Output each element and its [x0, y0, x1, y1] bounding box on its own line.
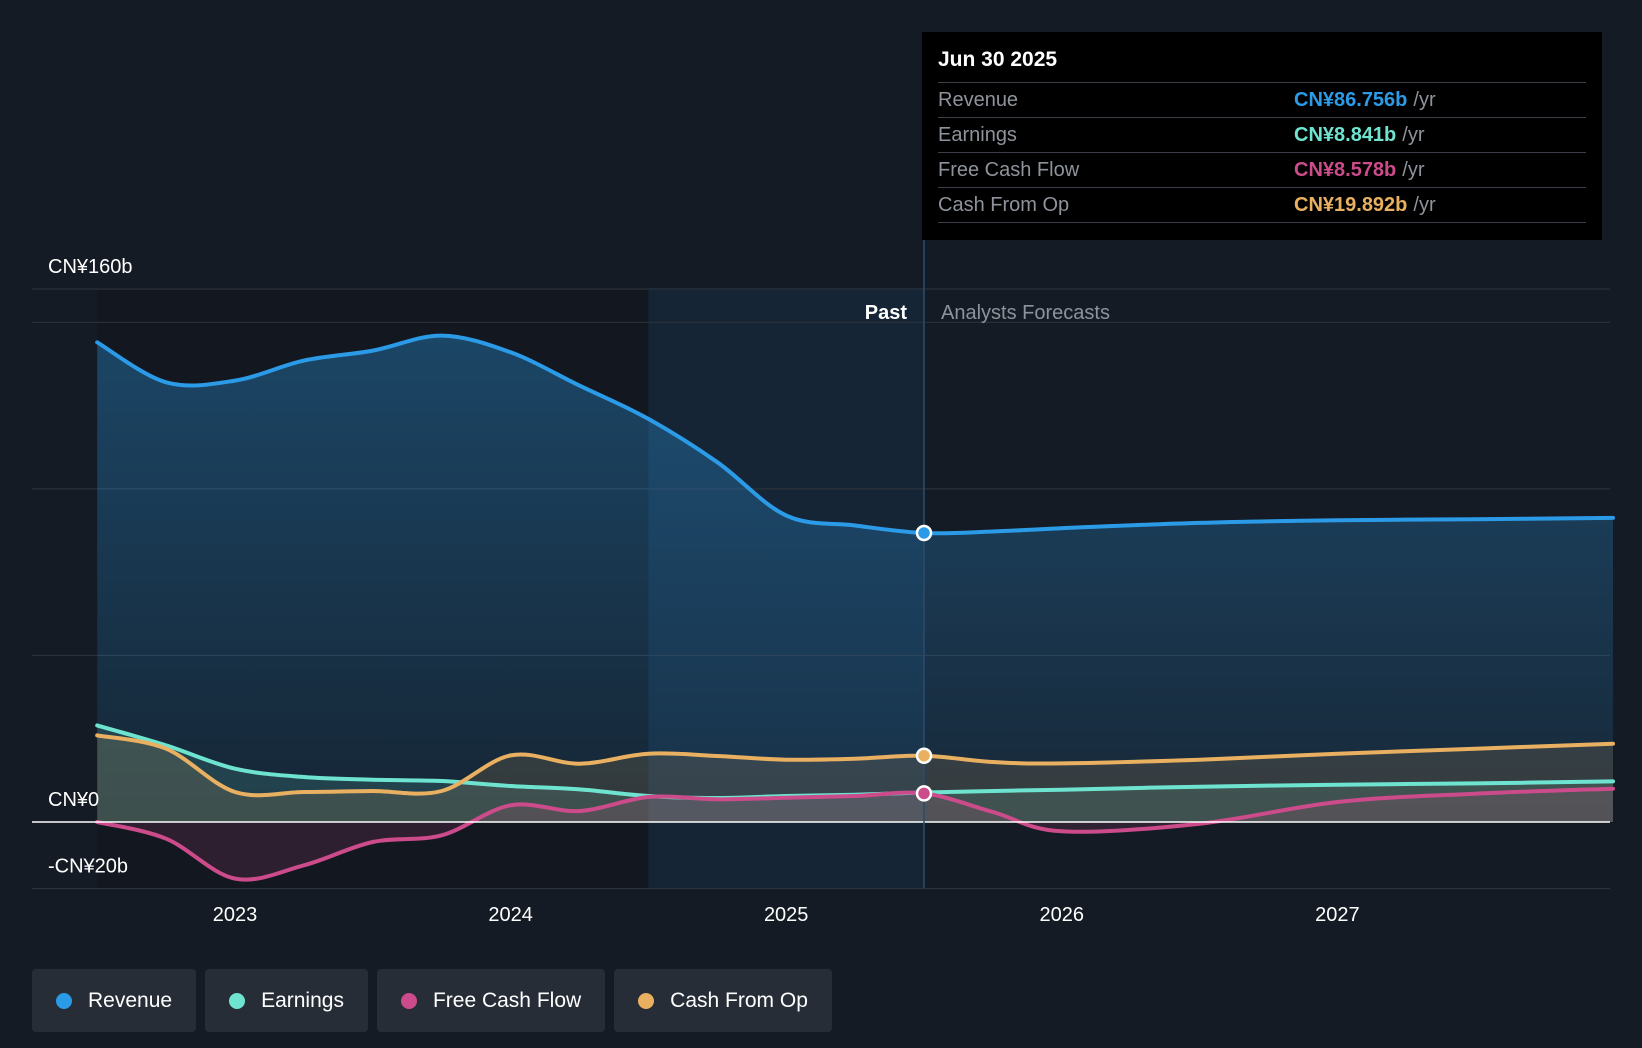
legend-label: Revenue	[88, 988, 173, 1012]
y-axis-labels: CN¥160b CN¥0 -CN¥20b	[48, 256, 133, 878]
revenue-area	[97, 335, 1614, 822]
legend-item-earnings[interactable]: Earnings	[205, 969, 368, 1032]
tooltip-row-unit: /yr	[1402, 123, 1425, 146]
forecast-region-label: Analysts Forecasts	[941, 302, 1110, 324]
legend-item-cash-from-op[interactable]: Cash From Op	[614, 969, 832, 1032]
series-areas	[97, 335, 1614, 880]
revenue-point	[915, 524, 933, 542]
x-axis-tick-label: 2025	[764, 904, 809, 926]
legend-item-free-cash-flow[interactable]: Free Cash Flow	[376, 969, 606, 1032]
legend-dot-icon	[400, 992, 417, 1009]
legend-label: Earnings	[261, 988, 344, 1012]
tooltip-row-label: Free Cash Flow	[938, 158, 1080, 181]
legend-item-revenue[interactable]: Revenue	[32, 969, 197, 1032]
tooltip-row-revenue: Revenue CN¥86.756b/yr	[938, 82, 1586, 117]
legend-label: Free Cash Flow	[432, 988, 582, 1012]
tooltip-row-unit: /yr	[1413, 193, 1436, 216]
x-axis-tick-label: 2024	[488, 904, 533, 926]
tooltip-rows: Revenue CN¥86.756b/yr Earnings CN¥8.841b/yr…	[938, 82, 1586, 223]
y-axis-label: CN¥0	[48, 789, 99, 811]
x-axis-tick-label: 2027	[1315, 904, 1360, 926]
legend-dot-icon	[638, 992, 655, 1009]
tooltip-panel: Jun 30 2025 Revenue CN¥86.756b/yr Earnings…	[922, 32, 1602, 240]
tooltip-row-label: Earnings	[938, 123, 1017, 146]
tooltip-row-cash-from-op: Cash From Op CN¥19.892b/yr	[938, 187, 1586, 223]
x-axis-tick-label: 2023	[213, 904, 258, 926]
legend-dot-icon	[229, 992, 246, 1009]
y-axis-label: -CN¥20b	[48, 856, 128, 878]
tooltip-row-free-cash-flow: Free Cash Flow CN¥8.578b/yr	[938, 152, 1586, 187]
past-region-label: Past	[865, 302, 908, 324]
legend-dot-icon	[56, 992, 72, 1009]
tooltip-row-unit: /yr	[1402, 158, 1425, 181]
cash-from-op-area	[97, 735, 1614, 822]
y-axis-label: CN¥160b	[48, 256, 133, 278]
tooltip-row-unit: /yr	[1413, 88, 1436, 111]
tooltip-row-label: Cash From Op	[938, 193, 1070, 216]
series-lines	[95, 333, 1615, 882]
hover-markers	[915, 524, 933, 802]
tooltip-row-value: CN¥86.756b	[1294, 88, 1408, 111]
x-axis-labels: 2023 2024 2025 2026 2027	[213, 904, 1360, 926]
x-axis-tick-label: 2026	[1040, 904, 1085, 926]
tooltip-row-value: CN¥8.841b	[1294, 123, 1397, 146]
legend: Revenue Earnings Free Cash Flow Cash From O…	[32, 969, 832, 1032]
tooltip-date: Jun 30 2025	[938, 48, 1058, 71]
tooltip-row-earnings: Earnings CN¥8.841b/yr	[938, 117, 1586, 152]
cash-from-op-point	[915, 747, 933, 764]
tooltip-row-value: CN¥8.578b	[1294, 158, 1397, 181]
cash-from-op-line	[95, 733, 1615, 798]
tooltip-row-label: Revenue	[938, 88, 1019, 111]
free-cash-flow-area	[97, 788, 1614, 880]
legend-label: Cash From Op	[670, 988, 808, 1012]
free-cash-flow-line	[95, 786, 1615, 882]
revenue-line	[95, 333, 1615, 536]
tooltip-row-value: CN¥19.892b	[1294, 193, 1408, 216]
free-cash-flow-point	[915, 785, 933, 802]
earnings-area	[97, 725, 1614, 822]
